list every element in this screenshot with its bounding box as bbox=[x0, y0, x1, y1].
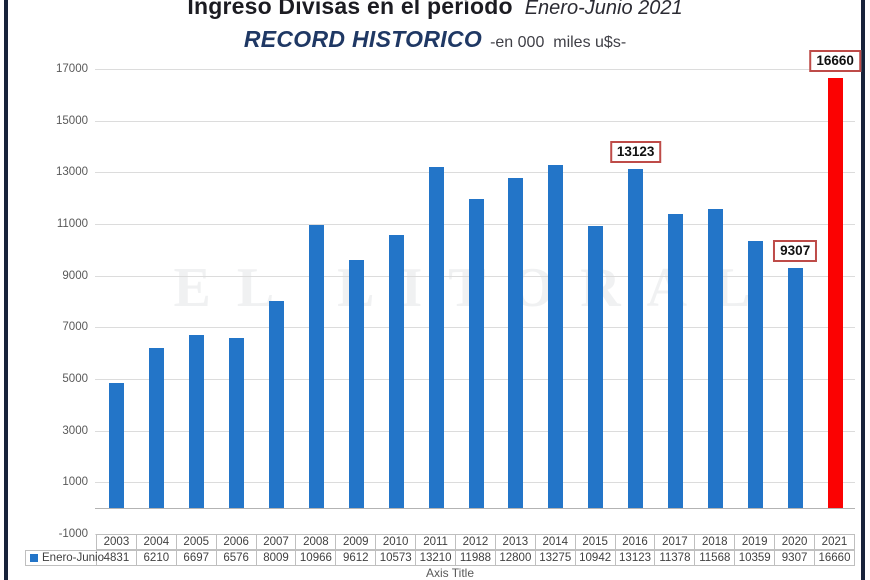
y-tick-label-9000: 9000 bbox=[62, 269, 88, 282]
table-year-2015: 2015 bbox=[574, 534, 616, 550]
table-year-2004: 2004 bbox=[135, 534, 177, 550]
table-value-2009: 9612 bbox=[335, 550, 377, 566]
y-tick-label--1000: -1000 bbox=[58, 528, 88, 540]
chart-title: Ingreso Divisas en el período Enero-Junio… bbox=[0, 0, 870, 20]
table-value-2016: 13123 bbox=[614, 550, 656, 566]
table-value-2004: 6210 bbox=[135, 550, 177, 566]
gridline-17000 bbox=[95, 69, 855, 70]
y-tick-label-15000: 15000 bbox=[56, 114, 88, 127]
frame-border-left bbox=[4, 0, 8, 580]
y-tick-label-7000: 7000 bbox=[62, 321, 88, 334]
x-axis-title: Axis Title bbox=[425, 566, 474, 580]
y-tick-label-3000: 3000 bbox=[62, 424, 88, 437]
x-axis-baseline bbox=[95, 508, 855, 510]
bar-2019 bbox=[747, 240, 763, 509]
table-year-2021: 2021 bbox=[814, 534, 855, 550]
bar-2018 bbox=[707, 209, 723, 509]
table-year-2013: 2013 bbox=[494, 534, 536, 550]
table-value-2006: 6576 bbox=[215, 550, 257, 566]
legend-color-swatch-icon bbox=[30, 554, 38, 562]
table-value-2005: 6697 bbox=[175, 550, 217, 566]
bar-2015 bbox=[588, 225, 604, 509]
y-tick-label-11000: 11000 bbox=[56, 218, 88, 230]
bar-2013 bbox=[508, 177, 524, 509]
table-year-2016: 2016 bbox=[614, 534, 656, 550]
data-label-2020: 9307 bbox=[773, 239, 818, 262]
table-value-2021: 16660 bbox=[814, 550, 855, 566]
table-year-2019: 2019 bbox=[734, 534, 776, 550]
y-tick-label-1000: 1000 bbox=[62, 476, 88, 489]
bar-2003 bbox=[109, 383, 125, 509]
legend-label: Enero-Junio bbox=[42, 552, 105, 564]
bar-2004 bbox=[149, 347, 165, 509]
title-main: Ingreso Divisas en el período bbox=[187, 0, 513, 19]
title-period: Enero-Junio 2021 bbox=[524, 0, 683, 19]
gridline-13000 bbox=[95, 172, 855, 174]
table-year-2007: 2007 bbox=[255, 534, 297, 550]
table-year-2010: 2010 bbox=[375, 534, 417, 550]
bar-2007 bbox=[269, 301, 284, 509]
table-year-2011: 2011 bbox=[415, 534, 457, 550]
bar-2005 bbox=[189, 335, 205, 509]
table-year-2008: 2008 bbox=[295, 534, 337, 550]
table-year-2020: 2020 bbox=[774, 534, 816, 550]
table-value-2019: 10359 bbox=[734, 550, 776, 566]
table-year-2018: 2018 bbox=[694, 534, 736, 550]
bar-2010 bbox=[388, 235, 404, 509]
table-year-2014: 2014 bbox=[534, 534, 576, 550]
data-label-2016: 13123 bbox=[609, 141, 662, 164]
data-label-2021: 16660 bbox=[809, 49, 861, 72]
legend-enero-junio: Enero-Junio bbox=[25, 550, 104, 566]
bar-2017 bbox=[668, 214, 683, 509]
bar-2012 bbox=[468, 198, 484, 509]
table-value-2015: 10942 bbox=[574, 550, 616, 566]
table-year-2005: 2005 bbox=[175, 534, 217, 550]
y-tick-label-17000: 17000 bbox=[56, 63, 88, 75]
frame-border-right bbox=[861, 0, 865, 580]
y-tick-label-13000: 13000 bbox=[56, 166, 88, 179]
table-year-2017: 2017 bbox=[654, 534, 696, 550]
bar-2021 bbox=[827, 77, 843, 509]
bar-2009 bbox=[348, 259, 364, 509]
bar-2008 bbox=[308, 224, 324, 509]
table-value-2017: 11378 bbox=[654, 550, 696, 566]
table-value-2012: 11988 bbox=[455, 550, 496, 566]
table-value-2008: 10966 bbox=[295, 550, 337, 566]
subtitle-units-note: -en 000 miles u$s- bbox=[490, 34, 627, 51]
table-year-2006: 2006 bbox=[215, 534, 257, 550]
table-value-2014: 13275 bbox=[534, 550, 576, 566]
table-value-2007: 8009 bbox=[255, 550, 297, 566]
table-year-2012: 2012 bbox=[455, 534, 496, 550]
table-value-2018: 11568 bbox=[694, 550, 736, 566]
subtitle-record-historico: RECORD HISTORICO bbox=[243, 26, 483, 52]
table-value-2020: 9307 bbox=[774, 550, 816, 566]
table-year-2003: 2003 bbox=[96, 534, 137, 550]
bar-2006 bbox=[229, 338, 245, 509]
bar-2016 bbox=[628, 169, 644, 509]
table-value-2010: 10573 bbox=[375, 550, 417, 566]
table-value-2013: 12800 bbox=[494, 550, 536, 566]
bar-2011 bbox=[428, 166, 444, 509]
data-table-year-row: 2003 2004 2005 2006 2007 2008 2009 2010 2011 2012… bbox=[96, 534, 855, 550]
bar-2020 bbox=[787, 267, 803, 509]
bar-2014 bbox=[548, 165, 564, 509]
data-table-value-row: 4831 6210 6697 6576 8009 10966 9612 10573 13210 1… bbox=[96, 550, 855, 566]
chart-subtitle: RECORD HISTORICO -en 000 miles u$s- bbox=[0, 26, 870, 53]
table-year-2009: 2009 bbox=[335, 534, 377, 550]
table-value-2011: 13210 bbox=[415, 550, 457, 566]
gridline-15000 bbox=[95, 120, 855, 122]
y-tick-label-5000: 5000 bbox=[62, 373, 88, 385]
